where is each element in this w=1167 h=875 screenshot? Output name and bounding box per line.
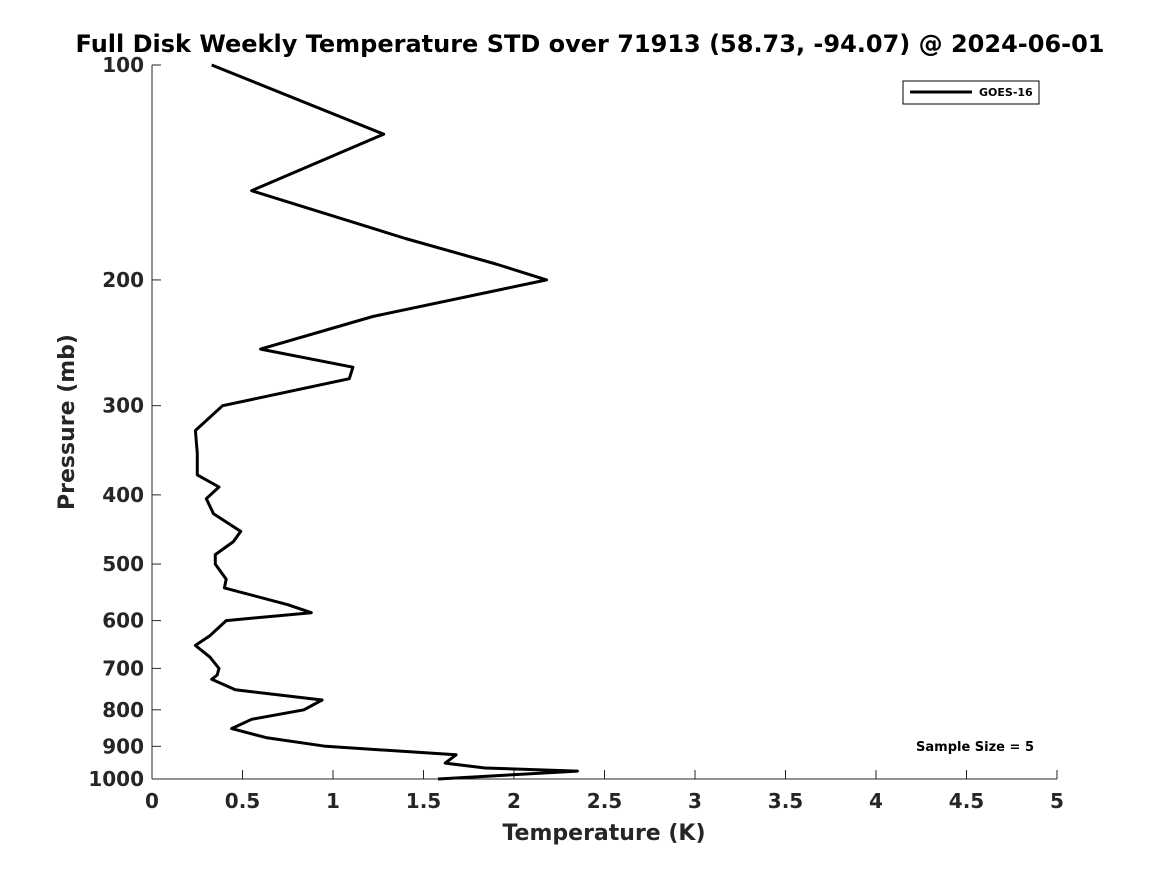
x-tick-label: 0 <box>145 789 159 813</box>
y-tick-label: 600 <box>102 609 144 633</box>
x-tick-label: 5 <box>1050 789 1064 813</box>
x-tick-label: 0.5 <box>225 789 260 813</box>
x-tick-label: 3.5 <box>768 789 803 813</box>
y-tick-label: 500 <box>102 552 144 576</box>
x-tick-label: 1 <box>326 789 340 813</box>
y-tick-label: 800 <box>102 698 144 722</box>
y-tick-label: 400 <box>102 483 144 507</box>
y-axis-ticks: 100 200 300 400 500 600 700 800 900 1000 <box>88 53 161 791</box>
plot-area <box>151 65 1057 780</box>
y-tick-label: 200 <box>102 268 144 292</box>
x-tick-label: 1.5 <box>406 789 441 813</box>
y-axis-label: Pressure (mb) <box>55 334 80 510</box>
legend-label: GOES-16 <box>979 86 1033 99</box>
x-tick-label: 4 <box>869 789 883 813</box>
y-tick-label: 700 <box>102 656 144 680</box>
y-tick-label: 1000 <box>88 767 144 791</box>
x-axis-label: Temperature (K) <box>502 821 705 846</box>
x-tick-label: 4.5 <box>949 789 984 813</box>
x-axis-ticks: 0 0.5 1 1.5 2 2.5 3 3.5 4 4.5 5 <box>145 770 1064 813</box>
x-tick-label: 3 <box>688 789 702 813</box>
chart-title: Full Disk Weekly Temperature STD over 71… <box>76 30 1105 58</box>
x-tick-label: 2.5 <box>587 789 622 813</box>
sample-size-annotation: Sample Size = 5 <box>916 740 1034 755</box>
y-tick-label: 300 <box>102 394 144 418</box>
legend: GOES-16 <box>902 80 1040 105</box>
y-tick-label: 900 <box>102 734 144 758</box>
x-tick-label: 2 <box>507 789 521 813</box>
series-line-goes-16 <box>193 63 579 781</box>
y-tick-label: 100 <box>102 53 144 77</box>
series-group <box>193 63 579 781</box>
